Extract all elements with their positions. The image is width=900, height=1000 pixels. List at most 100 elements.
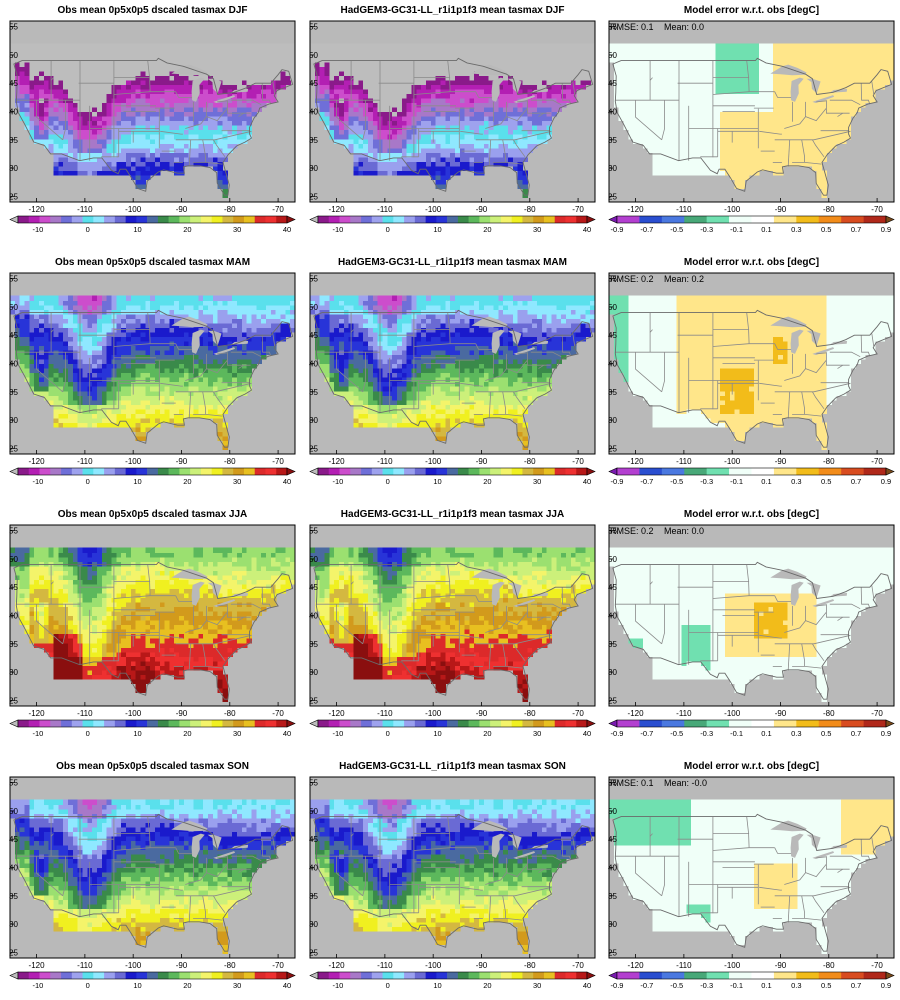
- great-lake-1: [171, 316, 208, 328]
- colorbar-segment: [243, 972, 256, 979]
- colorbar-segment: [751, 216, 775, 223]
- colorbar-min-arrow: [309, 971, 319, 980]
- colorbar-tick-label: 10: [133, 729, 141, 738]
- colorbar-segment: [414, 468, 426, 475]
- colorbar-segment: [18, 972, 30, 979]
- lon-tick-label: -100: [425, 961, 442, 970]
- colorbar-segment: [350, 720, 362, 727]
- country-outline: [612, 813, 893, 952]
- colorbar-segment: [382, 468, 394, 475]
- colorbar-tick-label: -0.9: [611, 477, 624, 486]
- colorbar-segment: [61, 720, 73, 727]
- lat-tick-label: 45: [309, 331, 318, 340]
- panel-title: HadGEM3-GC31-LL_r1i1p1f3 mean tasmax MAM: [338, 257, 567, 268]
- great-lake-3: [507, 834, 522, 850]
- colorbar-segment: [125, 972, 137, 979]
- lon-tick-label: -110: [676, 205, 692, 214]
- lon-tick-label: -120: [29, 457, 46, 466]
- colorbar-tick-label: 0: [86, 477, 90, 486]
- colorbar-tick-label: 30: [533, 729, 541, 738]
- colorbar-segment: [436, 720, 448, 727]
- lat-tick-label: 40: [309, 360, 318, 369]
- great-lake-3: [806, 78, 821, 94]
- colorbar-segment: [18, 468, 30, 475]
- great-lake-2: [790, 833, 804, 858]
- colorbar-segment: [104, 468, 116, 475]
- lon-tick-label: -80: [823, 457, 835, 466]
- great-lake-3: [207, 330, 222, 346]
- colorbar-segment: [93, 216, 105, 223]
- map-panel-1: Obs mean 0p5x0p5 dscaled tasmax DJF 25 30 3…: [9, 5, 296, 234]
- colorbar-segment: [479, 972, 491, 979]
- colorbar-segment: [447, 468, 459, 475]
- colorbar-tick-label: 0: [86, 225, 90, 234]
- lat-tick-label: 35: [608, 388, 617, 397]
- panel-title: Model error w.r.t. obs [degC]: [684, 509, 819, 520]
- colorbar-segment: [729, 468, 752, 475]
- colorbar-tick-label: 10: [433, 225, 441, 234]
- lon-tick-label: -90: [775, 205, 787, 214]
- colorbar-segment: [796, 468, 820, 475]
- lat-tick-label: 30: [309, 668, 318, 677]
- colorbar-segment: [565, 216, 577, 223]
- colorbar-segment: [841, 468, 864, 475]
- lat-tick-label: 35: [309, 388, 318, 397]
- colorbar-tick-label: 30: [533, 981, 541, 990]
- colorbar-segment: [565, 972, 577, 979]
- great-lake-1: [770, 820, 807, 832]
- colorbar: -0.9 -0.7 -0.5 -0.3 -0.1 0.1 0.3 0.5 0.7 0.9: [608, 215, 895, 234]
- lat-tick-label: 40: [309, 108, 318, 117]
- colorbar-segment: [522, 216, 534, 223]
- colorbar-segment: [543, 720, 556, 727]
- great-lake-4: [213, 95, 236, 103]
- lat-tick-label: 25: [9, 696, 18, 705]
- lon-tick-label: -80: [224, 457, 236, 466]
- lat-tick-label: 35: [9, 136, 18, 145]
- colorbar-tick-label: 0: [86, 729, 90, 738]
- map-panel-10: Obs mean 0p5x0p5 dscaled tasmax SON 25 30 3…: [9, 761, 296, 990]
- map-panel-7: Obs mean 0p5x0p5 dscaled tasmax JJA 25 30 3…: [9, 509, 296, 738]
- map-area: 25 30 35 40 45 50 55 -120 -110 -100 -90 -80 -70: [9, 272, 296, 466]
- colorbar-tick-label: 0.9: [881, 477, 891, 486]
- colorbar-segment: [339, 468, 351, 475]
- lat-tick-label: 25: [309, 948, 318, 957]
- colorbar-segment: [490, 216, 502, 223]
- colorbar-segment: [28, 972, 40, 979]
- colorbar: -10 0 10 20 30 40: [309, 215, 596, 234]
- colorbar-tick-label: -0.5: [670, 225, 683, 234]
- colorbar-min-arrow: [608, 971, 618, 980]
- state-borders: [615, 564, 875, 671]
- colorbar-tick-label: -0.3: [700, 729, 713, 738]
- lat-tick-label: 55: [9, 527, 18, 536]
- great-lake-2: [790, 77, 804, 102]
- colorbar-tick-label: 0.3: [791, 729, 801, 738]
- colorbar-segment: [565, 468, 577, 475]
- colorbar-segment: [393, 720, 405, 727]
- lat-tick-label: 35: [608, 136, 617, 145]
- lat-tick-label: 50: [9, 51, 18, 60]
- colorbar-segment: [93, 468, 105, 475]
- colorbar-tick-label: 10: [133, 981, 141, 990]
- colorbar-tick-label: 0.5: [821, 981, 831, 990]
- lon-tick-label: -110: [77, 709, 93, 718]
- colorbar-min-arrow: [608, 719, 618, 728]
- state-borders: [16, 60, 276, 167]
- lat-tick-label: 50: [608, 51, 617, 60]
- map-area: 25 30 35 40 45 50 55 -120 -110 -100 -90 -80 -70: [9, 524, 296, 718]
- colorbar-tick-label: 40: [283, 477, 291, 486]
- colorbar-segment: [511, 468, 523, 475]
- panel-title: Model error w.r.t. obs [degC]: [684, 761, 819, 772]
- colorbar-segment: [522, 468, 534, 475]
- colorbar-segment: [125, 216, 137, 223]
- colorbar-max-arrow: [586, 719, 596, 728]
- lat-tick-label: 55: [309, 527, 318, 536]
- lat-tick-label: 45: [9, 331, 18, 340]
- colorbar-tick-label: 30: [533, 225, 541, 234]
- colorbar-segment: [200, 468, 212, 475]
- colorbar-tick-label: -10: [33, 729, 44, 738]
- colorbar-segment: [706, 720, 730, 727]
- colorbar-segment: [684, 216, 707, 223]
- colorbar: -0.9 -0.7 -0.5 -0.3 -0.1 0.1 0.3 0.5 0.7 0.9: [608, 971, 895, 990]
- country-outline: [13, 57, 294, 196]
- colorbar: -10 0 10 20 30 40: [309, 719, 596, 738]
